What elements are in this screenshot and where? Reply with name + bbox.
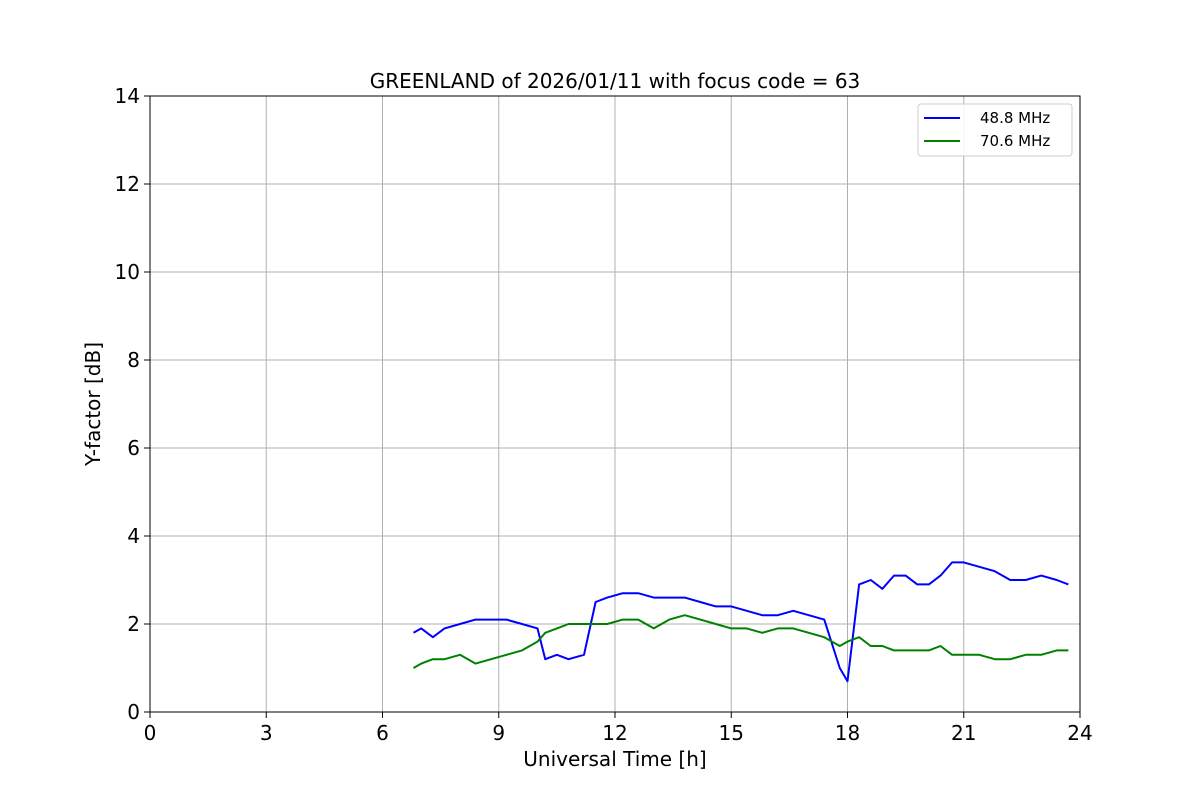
y-axis-label: Y-factor [dB] [81,342,105,467]
series-line-48-8-mhz [413,561,1069,683]
x-tick-label: 12 [602,721,627,745]
legend-label-48-8-mhz: 48.8 MHz [980,109,1050,127]
x-axis-ticks: 0 3 6 9 12 15 18 21 24 [144,712,1093,745]
y-tick-label: 2 [127,612,140,636]
y-tick-label: 14 [115,84,140,108]
x-tick-label: 9 [492,721,505,745]
x-tick-label: 6 [376,721,389,745]
y-tick-label: 12 [115,172,140,196]
y-tick-label: 0 [127,700,140,724]
x-axis-label: Universal Time [h] [523,747,706,771]
y-tick-label: 10 [115,260,140,284]
plot-series [413,561,1069,683]
series-line-70-6-mhz [413,614,1069,669]
y-tick-label: 6 [127,436,140,460]
legend-label-70-6-mhz: 70.6 MHz [980,132,1050,150]
x-tick-label: 24 [1067,721,1092,745]
x-tick-label: 21 [951,721,976,745]
legend: 48.8 MHz 70.6 MHz [917,103,1073,157]
y-axis-ticks: 0 2 4 6 8 10 12 14 [115,84,150,724]
x-tick-label: 0 [144,721,157,745]
x-tick-label: 3 [260,721,273,745]
chart-title: GREENLAND of 2026/01/11 with focus code … [370,69,861,93]
x-tick-label: 15 [719,721,744,745]
y-tick-label: 8 [127,348,140,372]
y-tick-label: 4 [127,524,140,548]
x-tick-label: 18 [835,721,860,745]
